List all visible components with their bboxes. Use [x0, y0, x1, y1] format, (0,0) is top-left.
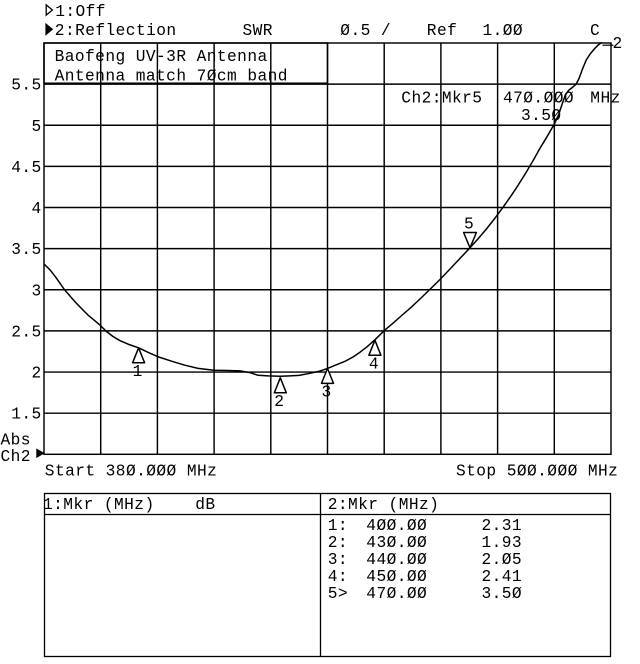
svg-text:1:Mkr (MHz): 1:Mkr (MHz) [43, 496, 155, 514]
svg-text:3: 3 [322, 384, 332, 402]
svg-text:4: 4 [369, 356, 379, 374]
svg-text:1: 1 [133, 363, 143, 381]
svg-text:Ref: Ref [427, 22, 457, 40]
svg-text:3.5Ø: 3.5Ø [482, 585, 523, 603]
svg-text:5.5: 5.5 [11, 77, 41, 95]
svg-text:2.31: 2.31 [482, 517, 523, 535]
svg-text:Abs: Abs [1, 432, 31, 450]
svg-text:4:: 4: [328, 568, 348, 586]
svg-text:MHz: MHz [590, 89, 620, 107]
svg-text:4.5: 4.5 [11, 159, 41, 177]
svg-text:Stop 5ØØ.ØØØ MHz: Stop 5ØØ.ØØØ MHz [456, 462, 618, 480]
svg-text:2:: 2: [328, 534, 348, 552]
svg-text:Start 38Ø.ØØØ MHz: Start 38Ø.ØØØ MHz [45, 462, 217, 480]
svg-text:43Ø.ØØ: 43Ø.ØØ [366, 534, 427, 552]
svg-text:1:: 1: [328, 517, 348, 535]
svg-text:2.41: 2.41 [482, 568, 523, 586]
svg-text:dB: dB [195, 496, 215, 514]
svg-text:SWR: SWR [243, 22, 273, 40]
svg-text:3: 3 [32, 282, 42, 300]
svg-text:47Ø.ØØØ: 47Ø.ØØØ [503, 89, 574, 107]
svg-text:2.Ø5: 2.Ø5 [482, 551, 523, 569]
svg-text:C: C [590, 22, 600, 40]
svg-text:5>: 5> [328, 585, 348, 603]
svg-text:1.ØØ: 1.ØØ [483, 22, 524, 40]
svg-text:4: 4 [32, 200, 42, 218]
svg-text:47Ø.ØØ: 47Ø.ØØ [366, 585, 427, 603]
svg-text:Baofeng UV-3R Antenna: Baofeng UV-3R Antenna [55, 48, 268, 66]
svg-text:2:Mkr (MHz): 2:Mkr (MHz) [328, 496, 440, 514]
svg-text:5: 5 [464, 216, 474, 234]
svg-text:Antenna match 7Øcm band: Antenna match 7Øcm band [55, 67, 288, 85]
svg-text:1.5: 1.5 [11, 406, 41, 424]
svg-text:Ch2:Mkr5: Ch2:Mkr5 [401, 89, 482, 107]
svg-text:4ØØ.ØØ: 4ØØ.ØØ [366, 517, 427, 535]
svg-text:2:Reflection: 2:Reflection [55, 22, 177, 40]
svg-text:1.93: 1.93 [482, 534, 523, 552]
svg-text:1:Off: 1:Off [55, 3, 106, 21]
svg-text:Ø.5 /: Ø.5 / [340, 22, 391, 40]
svg-text:Ch2: Ch2 [1, 448, 31, 466]
svg-text:2: 2 [274, 393, 284, 411]
svg-text:3.5Ø: 3.5Ø [521, 107, 562, 125]
svg-text:45Ø.ØØ: 45Ø.ØØ [366, 568, 427, 586]
svg-text:44Ø.ØØ: 44Ø.ØØ [366, 551, 427, 569]
svg-text:2: 2 [32, 365, 42, 383]
svg-text:3.5: 3.5 [11, 241, 41, 259]
svg-text:5: 5 [32, 118, 42, 136]
svg-text:2.5: 2.5 [11, 323, 41, 341]
svg-text:2: 2 [613, 35, 623, 53]
svg-text:3:: 3: [328, 551, 348, 569]
